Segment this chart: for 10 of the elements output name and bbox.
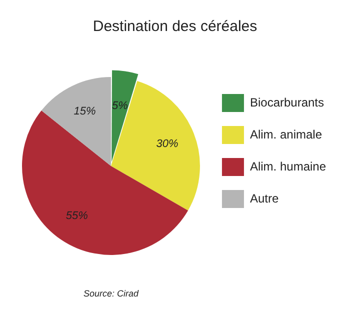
data-label: 15% [74, 106, 96, 118]
legend-label: Alim. humaine [250, 159, 326, 174]
chart-title: Destination des céréales [92, 18, 258, 36]
legend-label: Alim. animale [250, 127, 322, 142]
data-label: 55% [66, 210, 88, 222]
data-label: 5% [112, 100, 128, 112]
legend-label: Biocarburants [250, 95, 324, 110]
legend-label: Autre [250, 191, 279, 206]
source-note: Source: Cirad [83, 288, 140, 298]
data-label: 30% [156, 138, 179, 150]
